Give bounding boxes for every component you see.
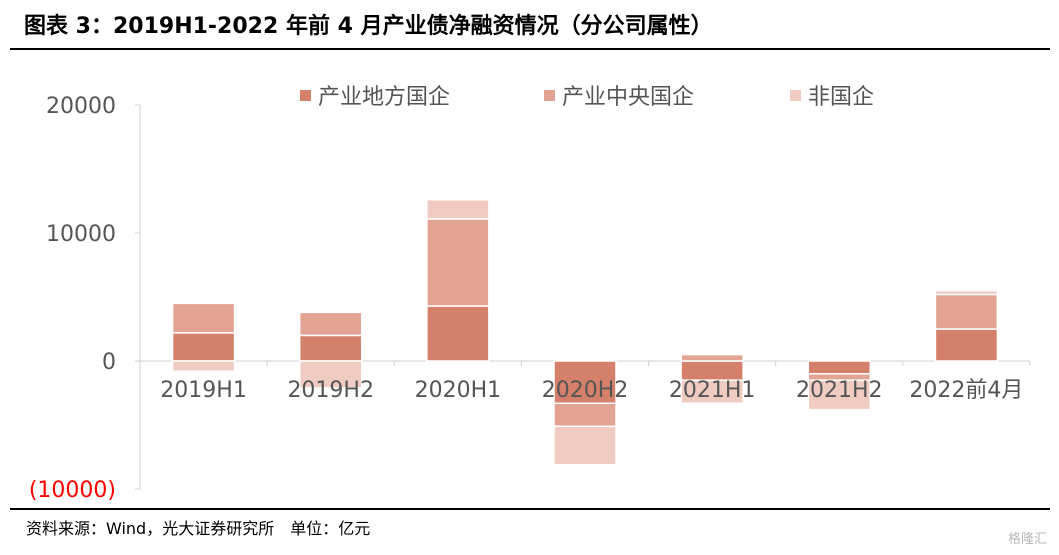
- bar-segment: [171, 360, 236, 372]
- legend-label: 非国企: [808, 85, 874, 110]
- x-tick-label: 2020H2: [542, 378, 629, 403]
- y-tick-label: 10000: [46, 222, 116, 247]
- legend-swatch: [790, 90, 801, 101]
- bar-segment: [426, 198, 490, 220]
- x-tick-label: 2020H1: [415, 378, 502, 403]
- bar-segment: [553, 402, 617, 428]
- bar-segment: [934, 293, 999, 330]
- bar-segment: [934, 328, 999, 362]
- bar-segment: [680, 379, 744, 404]
- bar-segment: [426, 305, 490, 362]
- bar-segment: [298, 360, 363, 389]
- title-rule: [10, 48, 1050, 50]
- bar-segment: [171, 332, 236, 362]
- stacked-bar-chart: 20000 10000 0 (10000) 2019H1 2019H2 2020H1 202…: [29, 85, 1031, 503]
- x-tick-labels: 2019H1 2019H2 2020H1 2020H2 2021H1 2021H2 2022…: [160, 378, 1023, 403]
- bar-segment: [553, 360, 617, 404]
- bar-segment: [807, 360, 872, 375]
- source-note: 资料来源：Wind，光大证券研究所 单位：亿元: [26, 519, 371, 538]
- bar-segment: [680, 353, 744, 362]
- y-tick-label: 20000: [46, 94, 116, 119]
- legend-label: 产业地方国企: [318, 85, 450, 110]
- axes: 20000 10000 0 (10000): [29, 94, 1031, 503]
- y-tick-label: (10000): [29, 478, 116, 503]
- legend: 产业地方国企 产业中央国企 非国企: [300, 85, 874, 110]
- bars: [171, 198, 999, 466]
- footer-rule: [10, 508, 1050, 510]
- x-tick-label: 2019H1: [160, 378, 247, 403]
- bar-segment: [298, 311, 363, 337]
- y-tick-label: 0: [102, 350, 116, 375]
- figure-title: 图表 3：2019H1-2022 年前 4 月产业债净融资情况（分公司属性）: [24, 14, 713, 39]
- legend-swatch: [300, 90, 311, 101]
- bar-segment: [298, 334, 363, 362]
- bar-segment: [426, 218, 490, 307]
- legend-swatch: [544, 90, 555, 101]
- x-tick-label: 2021H1: [669, 378, 756, 403]
- legend-label: 产业中央国企: [562, 85, 694, 110]
- bar-segment: [553, 425, 617, 466]
- bar-segment: [171, 302, 236, 334]
- x-tick-label: 2019H2: [287, 378, 374, 403]
- bar-segment: [807, 379, 872, 411]
- watermark: 格隆汇: [1007, 532, 1047, 547]
- x-tick-label: 2022前4月: [909, 378, 1023, 403]
- x-tick-label: 2021H2: [796, 378, 883, 403]
- bar-segment: [934, 289, 999, 296]
